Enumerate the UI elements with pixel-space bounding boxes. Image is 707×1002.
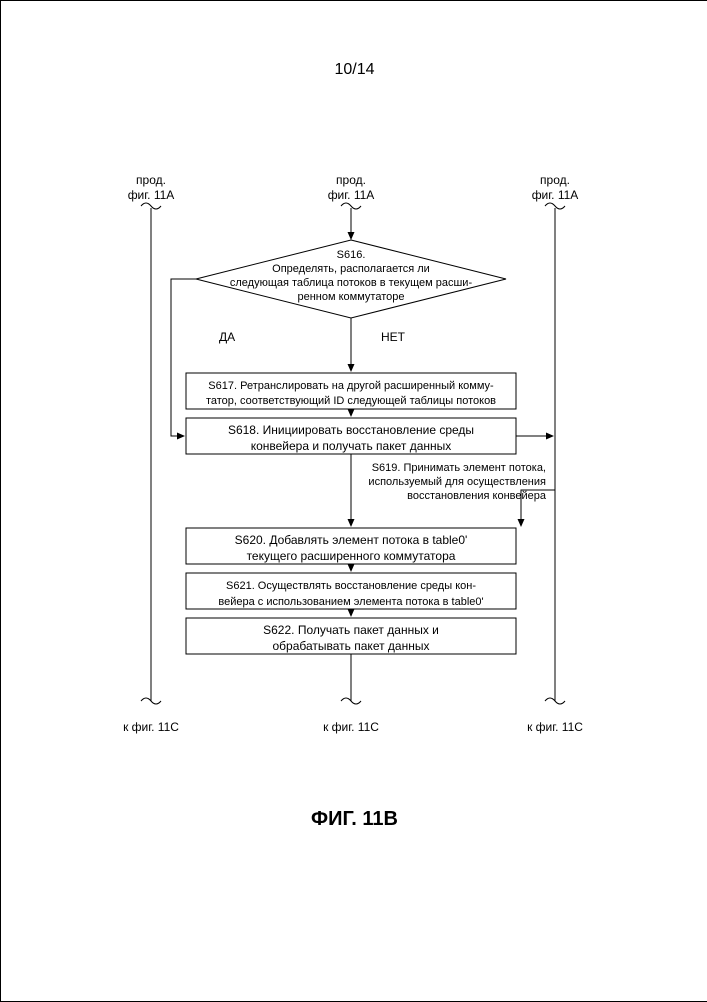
svg-text:S618. Инициировать восстановле: S618. Инициировать восстановление среды (228, 423, 474, 437)
label-s619: S619. Принимать элемент потока, использу… (368, 462, 546, 502)
page-frame: 10/14 прод. фиг. 11А прод. фиг. 11А прод… (0, 0, 707, 1002)
exit-right-label: к фиг. 11С (527, 720, 583, 734)
svg-text:фиг. 11А: фиг. 11А (328, 188, 375, 202)
edge-s616-yes (171, 279, 196, 436)
svg-text:прод.: прод. (136, 173, 166, 187)
svg-text:используемый для осуществления: используемый для осуществления (368, 476, 546, 488)
entry-center: прод. фиг. 11А (328, 173, 375, 209)
svg-text:вейера с использованием элемен: вейера с использованием элемента потока … (218, 596, 483, 608)
node-s620: S620. Добавлять элемент потока в table0'… (186, 528, 516, 564)
svg-text:прод.: прод. (540, 173, 570, 187)
svg-text:S622. Получать пакет данных и: S622. Получать пакет данных и (263, 623, 439, 637)
svg-text:обрабатывать пакет данных: обрабатывать пакет данных (273, 639, 430, 653)
svg-text:S620. Добавлять элемент потока: S620. Добавлять элемент потока в table0' (235, 533, 468, 547)
svg-text:S617. Ретранслировать на друго: S617. Ретранслировать на другой расширен… (208, 380, 494, 392)
branch-yes-label: ДА (219, 330, 235, 344)
svg-text:текущего расширенного коммутат: текущего расширенного коммутатора (247, 549, 456, 563)
entry-left: прод. фиг. 11А (128, 173, 175, 704)
svg-text:S619. Принимать элемент потока: S619. Принимать элемент потока, (372, 462, 546, 474)
svg-text:S616.: S616. (337, 249, 366, 261)
svg-text:ренном коммутаторе: ренном коммутаторе (298, 291, 405, 303)
exit-left-label: к фиг. 11С (123, 720, 179, 734)
svg-text:фиг. 11А: фиг. 11А (128, 188, 175, 202)
svg-text:восстановления конвейера: восстановления конвейера (407, 490, 547, 502)
node-s622: S622. Получать пакет данных и обрабатыва… (186, 618, 516, 654)
svg-text:татор, соответствующий ID след: татор, соответствующий ID следующей табл… (206, 395, 496, 407)
svg-text:фиг. 11А: фиг. 11А (532, 188, 579, 202)
node-s616-decision: S616. Определять, располагается ли следу… (196, 240, 506, 318)
flowchart-svg: прод. фиг. 11А прод. фиг. 11А прод. фиг.… (1, 1, 707, 1001)
entry-right: прод. фиг. 11А (532, 173, 579, 704)
figure-title: ФИГ. 11B (1, 808, 707, 831)
node-s617: S617. Ретранслировать на другой расширен… (186, 373, 516, 409)
svg-text:конвейера и получать пакет дан: конвейера и получать пакет данных (251, 439, 452, 453)
branch-no-label: НЕТ (381, 330, 406, 344)
svg-text:Определять, располагается ли: Определять, располагается ли (272, 263, 430, 275)
svg-text:S621. Осуществлять восстановле: S621. Осуществлять восстановление среды … (226, 580, 476, 592)
svg-text:прод.: прод. (336, 173, 366, 187)
svg-text:следующая таблица потоков в те: следующая таблица потоков в текущем расш… (230, 277, 473, 289)
node-s621: S621. Осуществлять восстановление среды … (186, 573, 516, 609)
node-s618: S618. Инициировать восстановление среды … (186, 418, 516, 454)
exit-center-label: к фиг. 11С (323, 720, 379, 734)
